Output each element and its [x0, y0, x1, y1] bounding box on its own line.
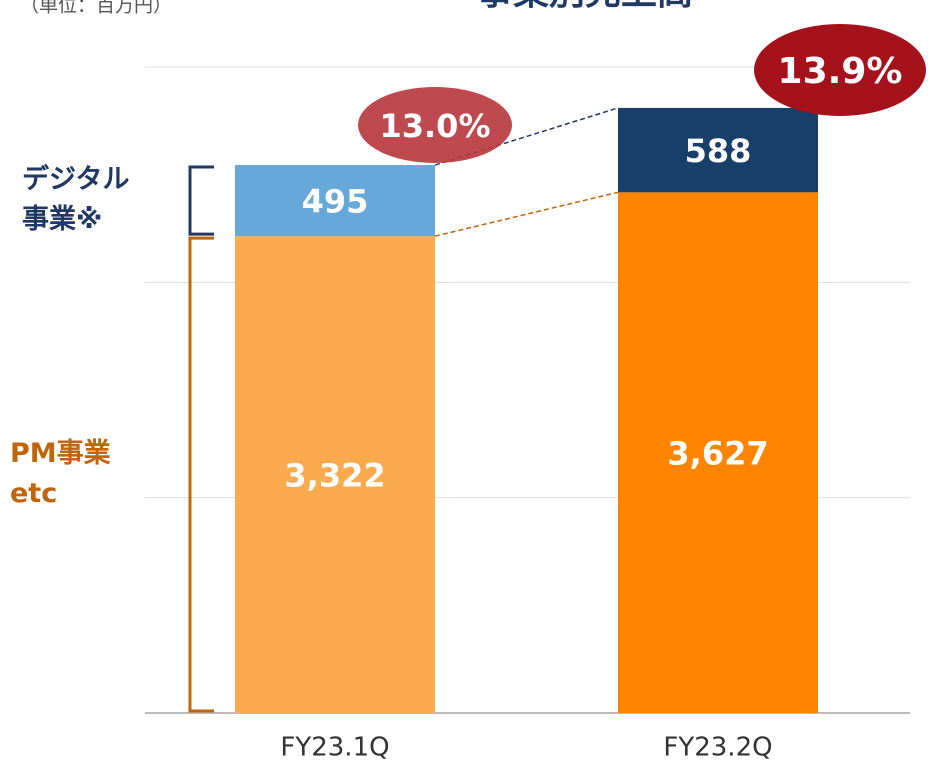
connector: [434, 191, 619, 237]
series-label: PM事業: [10, 438, 111, 469]
share-label: 13.0%: [379, 107, 490, 145]
x-tick-label: FY23.1Q: [280, 733, 389, 763]
series-label: 事業※: [22, 204, 102, 235]
bar-segment: [235, 165, 435, 237]
series-label: デジタル: [22, 163, 129, 195]
bar-segment: [235, 236, 435, 713]
x-tick-label: FY23.2Q: [663, 733, 772, 763]
bracket: [188, 236, 214, 713]
share-bubble: [754, 24, 926, 116]
bracket: [188, 165, 214, 236]
bar-segment: [618, 192, 818, 714]
value-label: 3,322: [284, 457, 385, 495]
chart-title: 事業別売上高: [477, 0, 693, 13]
value-label: 495: [302, 183, 369, 221]
series-label: etc: [10, 478, 57, 509]
bar-segment: [618, 107, 818, 193]
unit-label: （単位：百万円）: [20, 0, 172, 17]
share-bubble: [358, 87, 512, 163]
share-label: 13.9%: [778, 51, 903, 92]
value-label: 3,627: [667, 435, 768, 473]
value-label: 588: [685, 132, 752, 170]
